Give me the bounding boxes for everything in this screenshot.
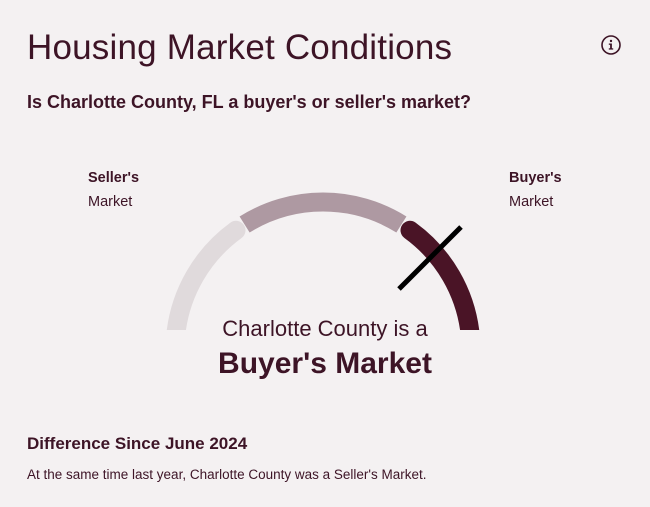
market-gauge bbox=[166, 192, 480, 330]
info-button[interactable] bbox=[600, 34, 622, 56]
buyers-market-label: Buyer's Market bbox=[509, 166, 562, 214]
sellers-label-line2: Market bbox=[88, 194, 133, 210]
market-question: Is Charlotte County, FL a buyer's or sel… bbox=[27, 92, 472, 112]
result-intro: Charlotte County is a bbox=[222, 316, 428, 341]
gauge-seller-segment bbox=[166, 220, 246, 330]
sellers-label-line1: Seller's bbox=[88, 170, 140, 186]
gauge-buyer-segment bbox=[400, 220, 480, 330]
result-market-type: Buyer's Market bbox=[218, 347, 432, 380]
difference-description: At the same time last year, Charlotte Co… bbox=[27, 467, 427, 482]
gauge-needle bbox=[397, 225, 463, 291]
buyers-label-line1: Buyer's bbox=[509, 170, 562, 186]
buyers-label-line2: Market bbox=[509, 194, 554, 210]
info-icon bbox=[601, 35, 621, 55]
difference-heading: Difference Since June 2024 bbox=[27, 434, 248, 453]
gauge-neutral-segment bbox=[239, 192, 407, 233]
page-title: Housing Market Conditions bbox=[27, 28, 453, 67]
sellers-market-label: Seller's Market bbox=[88, 166, 139, 214]
